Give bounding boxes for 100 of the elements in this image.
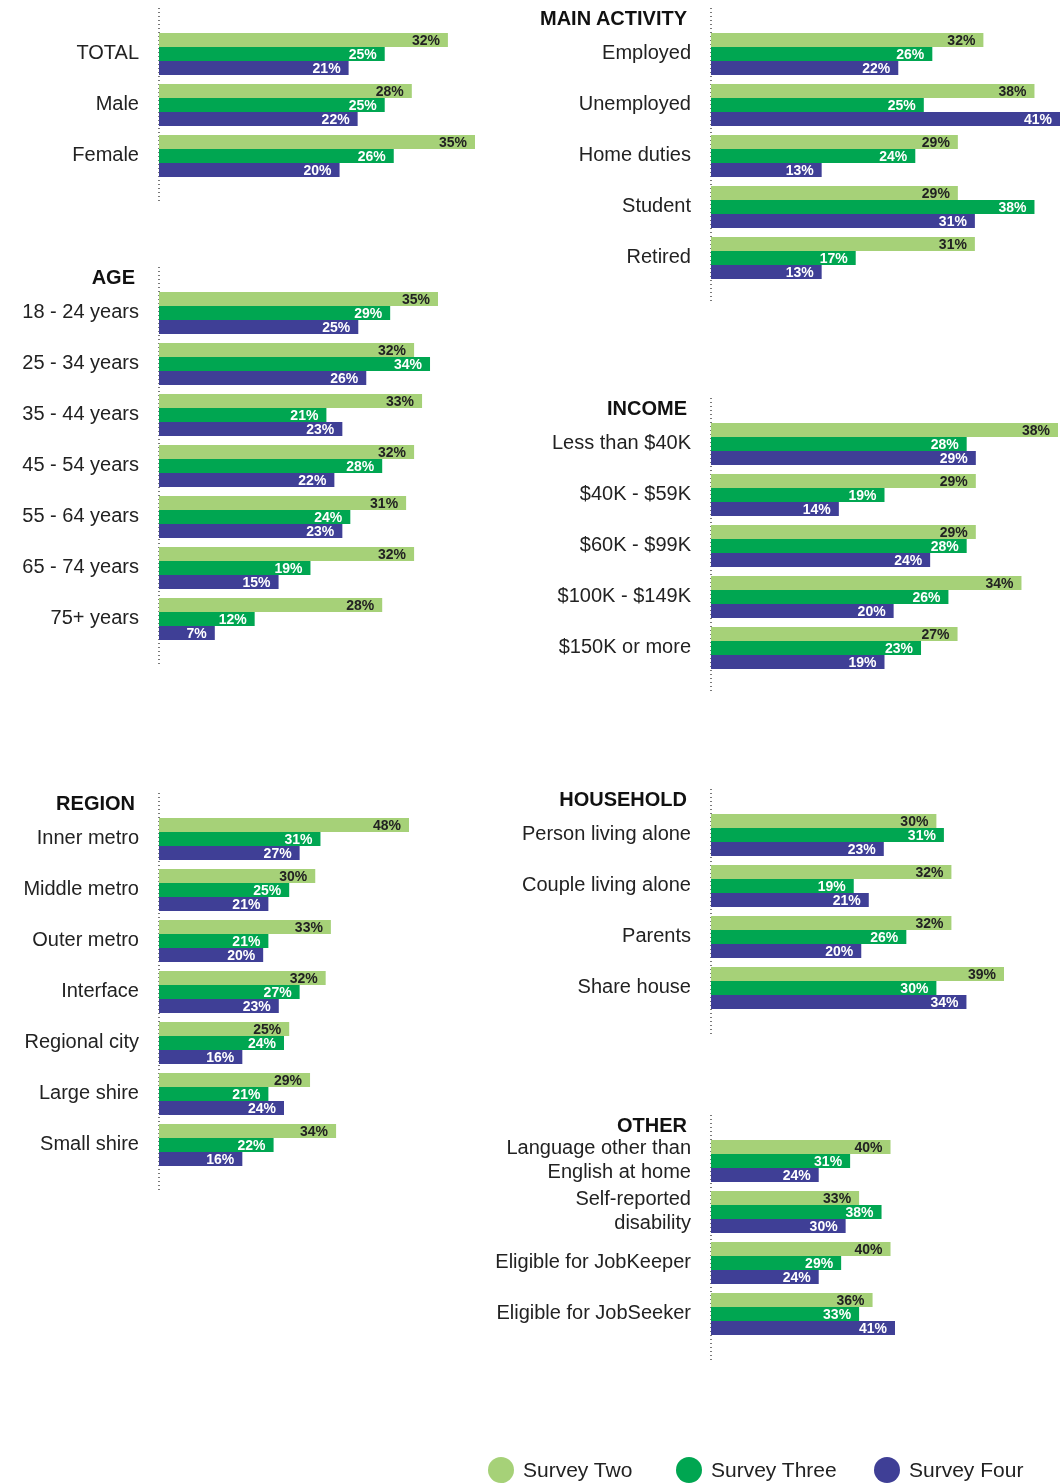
bar — [159, 394, 423, 408]
data-label: 21% — [290, 406, 319, 423]
data-label: 21% — [232, 895, 261, 912]
bar — [711, 1140, 891, 1154]
data-label: 25% — [887, 96, 917, 113]
data-label: 26% — [357, 147, 387, 164]
data-label: 31% — [284, 830, 313, 847]
data-label: 26% — [870, 928, 899, 945]
data-label: 29% — [939, 523, 969, 540]
data-label: 33% — [386, 392, 415, 409]
chart-title: OTHER — [617, 1114, 688, 1136]
data-label: 28% — [375, 82, 405, 99]
bar — [159, 832, 321, 846]
data-label: 31% — [814, 1152, 843, 1169]
data-label: 32% — [378, 545, 407, 562]
data-label: 29% — [805, 1254, 834, 1271]
bar — [711, 98, 924, 112]
bar — [159, 61, 349, 75]
data-label: 23% — [306, 420, 335, 437]
data-label: 32% — [378, 443, 407, 460]
data-label: 19% — [848, 653, 878, 670]
data-label: 48% — [372, 816, 402, 833]
data-label: 20% — [825, 942, 854, 959]
data-label: 30% — [279, 867, 308, 884]
data-label: 34% — [394, 355, 423, 372]
bar — [711, 47, 933, 61]
data-label: 27% — [263, 844, 293, 861]
y-tick-label: Parents — [622, 924, 691, 947]
data-label: 15% — [242, 573, 272, 590]
data-label: 29% — [274, 1071, 303, 1088]
data-label: 33% — [294, 918, 324, 935]
data-label: 17% — [819, 249, 849, 266]
data-label: 13% — [785, 161, 815, 178]
data-label: 19% — [848, 486, 878, 503]
chart-title: INCOME — [607, 397, 687, 419]
bar — [711, 944, 862, 958]
data-label: 29% — [921, 133, 951, 150]
data-label: 21% — [312, 59, 342, 76]
data-label: 24% — [879, 147, 908, 164]
data-label: 24% — [314, 508, 343, 525]
bar — [711, 916, 952, 930]
data-label: 36% — [836, 1291, 866, 1308]
y-tick-label: 25 - 34 years — [22, 351, 139, 374]
bar — [711, 604, 894, 618]
y-tick-label: Inner metro — [36, 826, 139, 849]
chart-title: HOUSEHOLD — [559, 788, 687, 810]
data-label: 31% — [370, 494, 399, 511]
bar — [711, 437, 967, 451]
y-tick-label: Outer metro — [32, 928, 139, 951]
bar — [711, 828, 944, 842]
chart-title: REGION — [56, 792, 135, 814]
bar — [711, 1154, 851, 1168]
bar — [159, 149, 394, 163]
y-tick-label: Small shire — [40, 1132, 139, 1155]
data-label: 23% — [847, 840, 877, 857]
data-label: 13% — [785, 263, 815, 280]
data-label: 28% — [346, 596, 375, 613]
bar — [159, 422, 343, 436]
y-tick-label: Unemployed — [578, 92, 691, 115]
data-label: 16% — [206, 1048, 235, 1065]
data-label: 33% — [823, 1305, 852, 1322]
bar — [711, 186, 958, 200]
data-label: 16% — [206, 1150, 235, 1167]
bar — [159, 561, 311, 575]
data-label: 22% — [237, 1136, 267, 1153]
data-label: 19% — [274, 559, 303, 576]
bar — [711, 641, 922, 655]
data-label: 24% — [247, 1099, 277, 1116]
bar — [159, 971, 326, 985]
y-tick-label: Male — [95, 92, 139, 115]
data-label: 39% — [967, 965, 997, 982]
bar — [711, 893, 869, 907]
bar — [711, 135, 958, 149]
data-label: 20% — [303, 161, 333, 178]
bar — [711, 655, 885, 669]
bar — [711, 967, 1004, 981]
data-label: 24% — [782, 1268, 812, 1285]
bar — [159, 371, 367, 385]
data-label: 35% — [401, 290, 431, 307]
bar — [159, 306, 391, 320]
bar — [159, 47, 385, 61]
bar — [711, 1321, 895, 1335]
data-label: 26% — [896, 45, 925, 62]
bar — [711, 525, 976, 539]
data-label: 32% — [915, 863, 944, 880]
data-label: 33% — [823, 1189, 852, 1206]
y-tick-label: Eligible for JobKeeper — [495, 1250, 692, 1273]
y-tick-label: Eligible for JobSeeker — [496, 1301, 692, 1324]
bar — [711, 865, 952, 879]
data-label: 38% — [1021, 421, 1051, 438]
data-label: 32% — [289, 969, 319, 986]
bar — [159, 292, 438, 306]
bar — [159, 135, 475, 149]
y-tick-label: $40K - $59K — [579, 482, 692, 505]
bar — [711, 1242, 891, 1256]
data-label: 40% — [854, 1240, 884, 1257]
y-tick-label: 75+ years — [50, 606, 139, 629]
data-label: 31% — [938, 235, 968, 252]
bar — [711, 488, 885, 502]
bar — [711, 995, 967, 1009]
